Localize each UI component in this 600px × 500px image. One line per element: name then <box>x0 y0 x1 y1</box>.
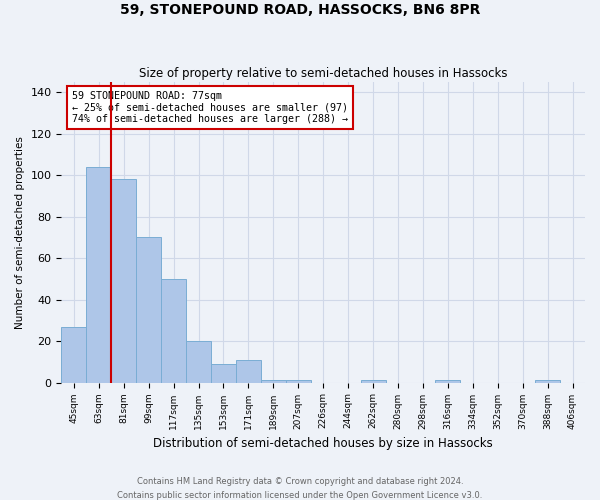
Text: 59 STONEPOUND ROAD: 77sqm
← 25% of semi-detached houses are smaller (97)
74% of : 59 STONEPOUND ROAD: 77sqm ← 25% of semi-… <box>72 91 348 124</box>
Bar <box>136 238 161 382</box>
Bar <box>436 380 460 382</box>
Title: Size of property relative to semi-detached houses in Hassocks: Size of property relative to semi-detach… <box>139 66 508 80</box>
Text: Contains HM Land Registry data © Crown copyright and database right 2024.
Contai: Contains HM Land Registry data © Crown c… <box>118 478 482 500</box>
Bar <box>111 180 136 382</box>
Bar <box>186 341 211 382</box>
Text: 59, STONEPOUND ROAD, HASSOCKS, BN6 8PR: 59, STONEPOUND ROAD, HASSOCKS, BN6 8PR <box>120 2 480 16</box>
Bar <box>286 380 311 382</box>
Bar <box>211 364 236 382</box>
Bar <box>61 326 86 382</box>
Bar <box>361 380 386 382</box>
Bar <box>86 167 111 382</box>
Bar <box>161 279 186 382</box>
X-axis label: Distribution of semi-detached houses by size in Hassocks: Distribution of semi-detached houses by … <box>154 437 493 450</box>
Y-axis label: Number of semi-detached properties: Number of semi-detached properties <box>15 136 25 329</box>
Bar <box>236 360 261 382</box>
Bar <box>261 380 286 382</box>
Bar <box>535 380 560 382</box>
